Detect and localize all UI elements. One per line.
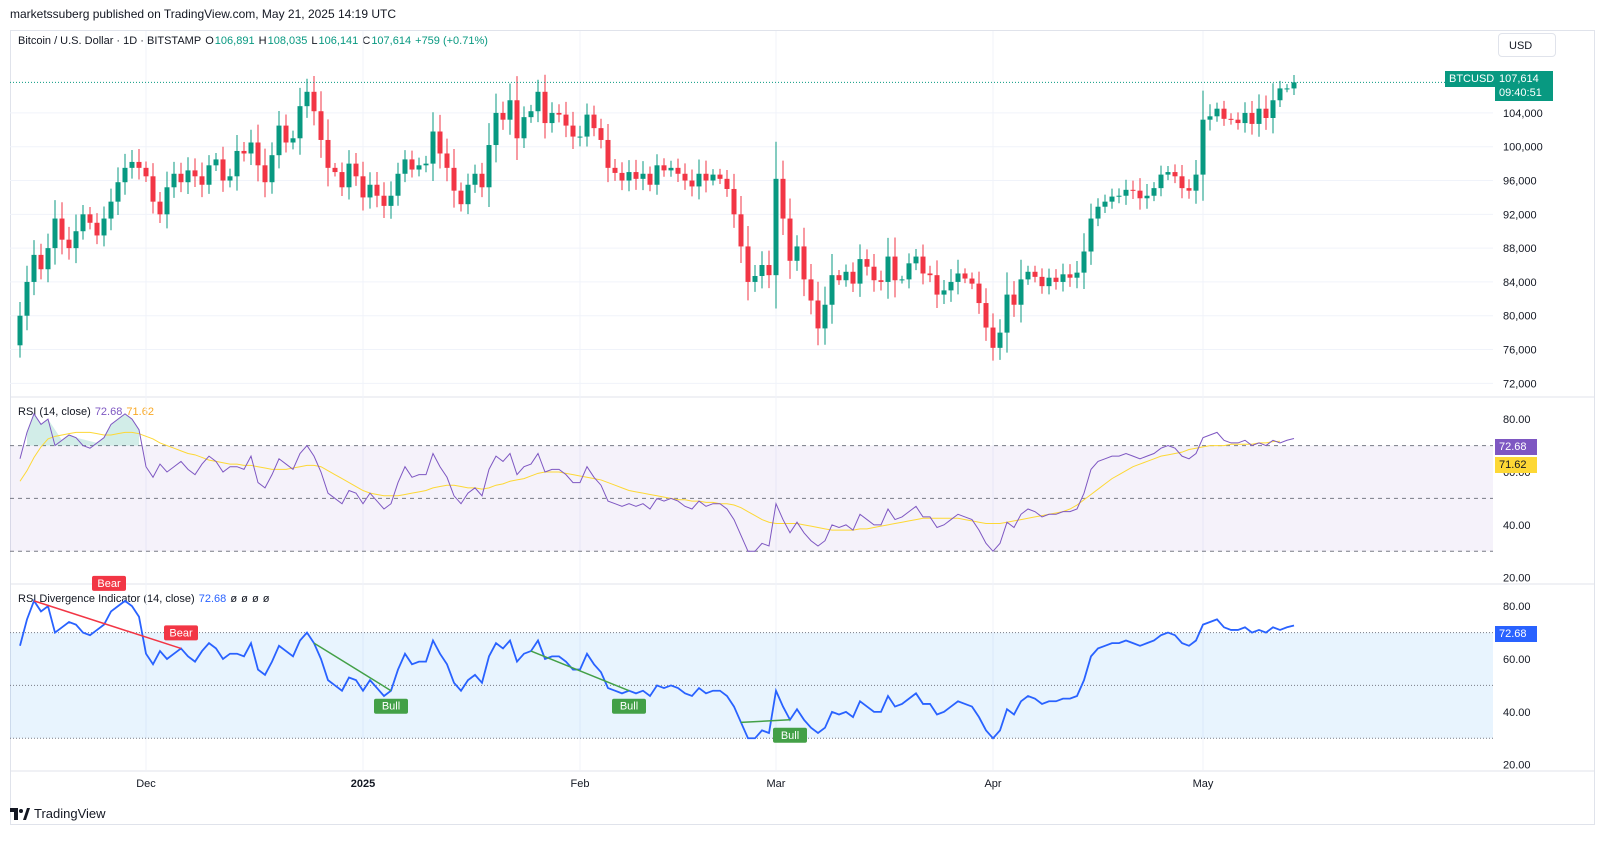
chart-frame (10, 30, 1595, 825)
hidden-value-icon: ø (241, 593, 248, 605)
tradingview-logo-icon (10, 807, 30, 820)
change-value: +759 (+0.71%) (415, 35, 488, 47)
open-label: O (205, 35, 214, 47)
low-value: 106,141 (318, 35, 359, 47)
publisher-line: marketssuberg published on TradingView.c… (10, 7, 396, 21)
high-value: 108,035 (267, 35, 308, 47)
low-label: L (311, 35, 318, 47)
divergence-legend-value: 72.68 (198, 593, 227, 605)
rsi-legend-value: 72.68 (94, 406, 123, 418)
divergence-value-tag: 72.68 (1495, 626, 1537, 642)
hidden-value-icon: ø (251, 593, 259, 605)
rsi-value-tag: 72.68 (1495, 439, 1537, 455)
hidden-value-icon: ø (230, 593, 238, 605)
divergence-legend: RSI Divergence Indicator (14, close) 72.… (18, 593, 270, 605)
rsi-label[interactable]: RSI (14, close) (18, 406, 91, 418)
high-label: H (258, 35, 267, 47)
close-label: C (362, 35, 371, 47)
rsi-legend: RSI (14, close) 72.68 71.62 (18, 406, 155, 418)
symbol-tag: BTCUSD (1445, 71, 1499, 87)
tradingview-logo[interactable]: TradingView (10, 806, 106, 821)
close-value: 107,614 (371, 35, 412, 47)
tradingview-logo-text: TradingView (34, 806, 106, 821)
open-value: 106,891 (214, 35, 255, 47)
rsi-ma-legend-value: 71.62 (126, 406, 154, 418)
symbol-title[interactable]: Bitcoin / U.S. Dollar · 1D · BITSTAMP (18, 35, 202, 47)
currency-button[interactable]: USD (1498, 33, 1556, 57)
rsi-ma-value-tag: 71.62 (1495, 457, 1537, 473)
last-price-tag: 107,614 (1495, 71, 1553, 87)
main-legend: Bitcoin / U.S. Dollar · 1D · BITSTAMP O1… (18, 35, 489, 47)
countdown-tag: 09:40:51 (1495, 85, 1553, 101)
hidden-value-icon: ø (262, 593, 270, 605)
divergence-label[interactable]: RSI Divergence Indicator (14, close) (18, 593, 195, 605)
